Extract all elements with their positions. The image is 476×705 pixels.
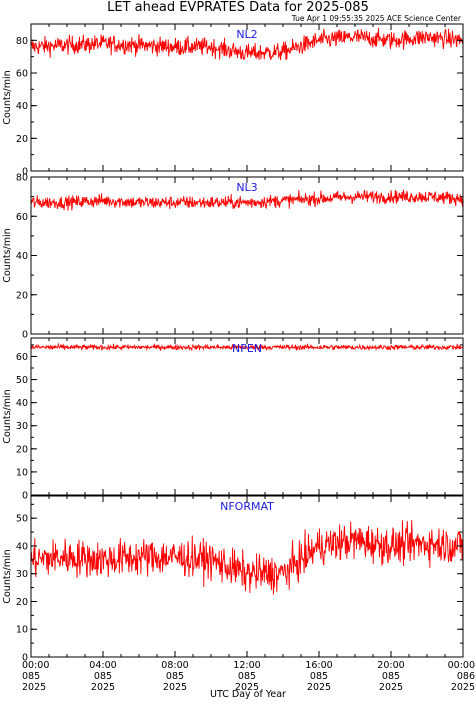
y-tick-label: 40 (16, 541, 28, 552)
y-tick-label: 40 (16, 398, 28, 409)
y-tick-label: 20 (16, 134, 28, 145)
panel-label-nl2: NL2 (236, 28, 257, 41)
x-tick-label: 2025 (307, 682, 331, 693)
series-line-npen (30, 342, 464, 352)
y-tick-label: 10 (16, 467, 28, 478)
x-tick-label: 085 (22, 671, 40, 682)
y-tick-label: 80 (16, 36, 28, 47)
panel-nl2: 0 20 40 60 80 Counts/min NL2 (2, 23, 464, 178)
panel-label-npen: NPEN (232, 342, 262, 355)
y-tick-label: 0 (22, 167, 28, 178)
x-tick-label: 2025 (163, 682, 187, 693)
y-tick-label: 60 (16, 352, 28, 363)
y-tick-label: 60 (16, 69, 28, 80)
y-tick-label: 0 (22, 653, 28, 664)
chart-title: LET ahead EVPRATES Data for 2025-085 (107, 0, 369, 15)
panel-npen: 0 10 20 30 40 50 60 Counts/min NPEN (2, 337, 464, 502)
x-axis-label: UTC Day of Year (210, 689, 286, 700)
panel-nl3: 0 20 40 60 80 Counts/min NL3 (2, 173, 464, 341)
x-tick-label: 2025 (22, 682, 46, 693)
x-tick-label: 086 (457, 671, 475, 682)
x-tick-label: 2025 (451, 682, 475, 693)
panel-nformat: 0 10 20 30 40 50 Counts/min NFORMAT (2, 495, 464, 664)
x-tick-label: 085 (238, 671, 256, 682)
y-tick-label: 60 (16, 212, 28, 223)
y-tick-label: 10 (16, 625, 28, 636)
x-tick-label: 2025 (91, 682, 115, 693)
y-tick-label: 40 (16, 101, 28, 112)
y-tick-label: 50 (16, 375, 28, 386)
y-tick-label: 40 (16, 251, 28, 262)
y-tick-label: 50 (16, 514, 28, 525)
x-tick-label: 12:00 (233, 660, 260, 671)
x-tick-label: 2025 (235, 682, 259, 693)
y-tick-label: 20 (16, 597, 28, 608)
series-line-nformat (30, 519, 464, 595)
y-tick-label: 30 (16, 569, 28, 580)
panel-label-nformat: NFORMAT (220, 500, 274, 513)
x-tick-label: 00:00 (22, 660, 49, 671)
y-axis-label: Counts/min (2, 70, 13, 124)
x-tick-label: 20:00 (377, 660, 404, 671)
y-axis-label: Counts/min (2, 389, 13, 443)
panel-frame (30, 495, 464, 658)
series-line-nl2 (30, 27, 464, 61)
y-tick-label: 0 (22, 330, 28, 341)
y-axis-label: Counts/min (2, 228, 13, 282)
x-tick-label: 085 (166, 671, 184, 682)
x-tick-label: 085 (382, 671, 400, 682)
x-tick-label: 085 (94, 671, 112, 682)
x-tick-label: 08:00 (161, 660, 188, 671)
x-tick-label: 04:00 (89, 660, 116, 671)
panel-frame (30, 337, 464, 496)
x-tick-label: 2025 (379, 682, 403, 693)
x-tick-label: 16:00 (305, 660, 332, 671)
y-tick-label: 30 (16, 421, 28, 432)
x-tick-label: 00:00 (448, 660, 475, 671)
y-tick-label: 20 (16, 444, 28, 455)
y-axis-label: Counts/min (2, 549, 13, 603)
y-tick-label: 0 (22, 491, 28, 502)
y-tick-label: 20 (16, 290, 28, 301)
x-tick-label: 085 (310, 671, 328, 682)
panel-label-nl3: NL3 (236, 181, 257, 194)
timestamp: Tue Apr 1 09:55:35 2025 ACE Science Cent… (291, 14, 462, 23)
y-tick-label: 80 (16, 173, 28, 184)
series-line-nl3 (30, 189, 464, 211)
